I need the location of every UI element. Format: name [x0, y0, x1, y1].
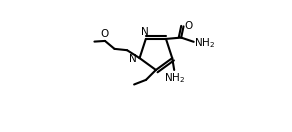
Text: N: N [129, 54, 137, 64]
Text: N: N [141, 27, 149, 37]
Text: NH$_2$: NH$_2$ [164, 71, 185, 85]
Text: O: O [100, 29, 108, 39]
Text: NH$_2$: NH$_2$ [194, 36, 215, 50]
Text: O: O [185, 21, 193, 31]
